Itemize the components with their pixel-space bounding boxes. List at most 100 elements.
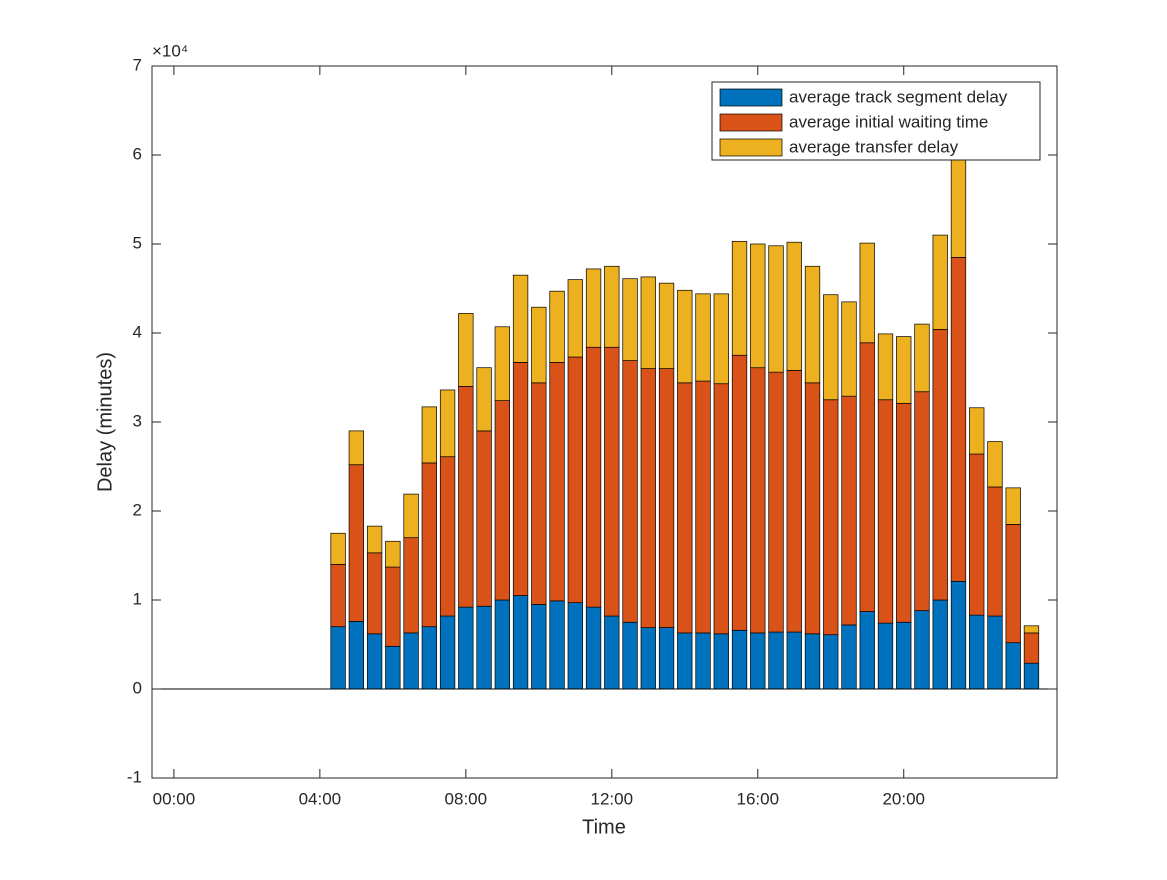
- bar-segment: [768, 245, 784, 373]
- bar-segment: [604, 346, 620, 617]
- bar-segment: [768, 631, 784, 690]
- bar-segment: [859, 611, 875, 690]
- bar-segment: [950, 580, 967, 690]
- bar-segment: [823, 634, 839, 690]
- bar-segment: [385, 645, 401, 690]
- bar-segment: [330, 564, 346, 628]
- x-tick-label: 12:00: [591, 789, 634, 808]
- bar-segment: [677, 289, 693, 384]
- bar-segment: [914, 323, 930, 393]
- bar-segment: [549, 290, 565, 363]
- bar-segment: [841, 624, 857, 690]
- bar-segment: [330, 626, 346, 690]
- y-tick-label: 5: [133, 233, 142, 252]
- y-tick-label: 1: [133, 589, 142, 608]
- bar-segment: [622, 360, 638, 623]
- bar-segment: [987, 441, 1003, 488]
- x-tick-label: 16:00: [736, 789, 779, 808]
- bar-segment: [549, 600, 565, 690]
- bar-segment: [859, 342, 875, 612]
- bar-segment: [348, 621, 365, 690]
- bar-segment: [750, 367, 766, 634]
- bar-segment: [640, 276, 656, 369]
- bar-segment: [1023, 625, 1040, 634]
- bar-segment: [585, 268, 602, 348]
- bar-segment: [403, 632, 419, 690]
- bar-segment: [494, 400, 510, 601]
- x-tick-label: 00:00: [153, 789, 196, 808]
- y-tick-label: 4: [133, 322, 142, 341]
- bar-segment: [987, 486, 1003, 617]
- bar-segment: [786, 370, 802, 633]
- bar-segment: [512, 274, 529, 363]
- bar-segment: [750, 243, 766, 369]
- bar-segment: [896, 336, 912, 404]
- bar-segment: [531, 604, 547, 690]
- bar-segment: [896, 621, 912, 690]
- bar-segment: [348, 430, 365, 466]
- bar-segment: [1023, 662, 1040, 690]
- bar-segment: [348, 464, 365, 622]
- bar-segment: [531, 382, 547, 605]
- bar-segment: [640, 368, 656, 628]
- bar-segment: [877, 622, 894, 690]
- bar-segment: [859, 242, 875, 344]
- bar-segment: [585, 606, 602, 690]
- bar-segment: [932, 599, 948, 690]
- x-axis-label: Time: [582, 816, 626, 838]
- bar-segment: [804, 633, 821, 690]
- bar-segment: [804, 382, 821, 635]
- bar-segment: [622, 278, 638, 361]
- bar-segment: [731, 240, 748, 356]
- bar-segment: [932, 234, 948, 330]
- bar-segment: [458, 386, 474, 608]
- y-axis-label: Delay (minutes): [94, 352, 116, 492]
- bar-segment: [549, 362, 565, 602]
- bar-segment: [713, 633, 729, 690]
- legend-label: average track segment delay: [789, 87, 1008, 106]
- bar-segment: [877, 333, 894, 401]
- bar-segment: [969, 614, 985, 690]
- bar-segment: [658, 627, 675, 690]
- bar-segment: [439, 615, 456, 690]
- y-tick-label: 6: [133, 144, 142, 163]
- bar-segment: [421, 462, 437, 628]
- bar-segment: [914, 391, 930, 612]
- bar-segment: [969, 407, 985, 455]
- bar-segment: [695, 380, 711, 634]
- bar-segment: [695, 293, 711, 382]
- bar-segment: [385, 566, 401, 647]
- bar-segment: [969, 453, 985, 616]
- legend-swatch: [719, 88, 783, 107]
- bar-segment: [896, 402, 912, 623]
- bar-segment: [1005, 523, 1021, 644]
- y-tick-label: 2: [133, 500, 142, 519]
- bar-segment: [567, 279, 583, 358]
- bar-segment: [677, 632, 693, 690]
- bar-segment: [439, 389, 456, 458]
- x-tick-label: 08:00: [445, 789, 488, 808]
- bar-segment: [786, 631, 802, 690]
- bar-segment: [512, 362, 529, 596]
- bar-segment: [950, 154, 967, 258]
- bar-segment: [713, 383, 729, 635]
- bar-segment: [366, 525, 383, 554]
- bar-segment: [494, 326, 510, 401]
- bar-segment: [677, 382, 693, 634]
- bar-segment: [585, 346, 602, 608]
- bar-segment: [458, 606, 474, 690]
- bar-segment: [823, 399, 839, 636]
- bar-segment: [640, 627, 656, 690]
- bar-segment: [932, 329, 948, 601]
- bar-segment: [841, 395, 857, 626]
- x-tick-label: 04:00: [299, 789, 342, 808]
- bar-segment: [403, 493, 419, 539]
- bar-segment: [567, 602, 583, 690]
- y-tick-label: 0: [133, 678, 142, 697]
- bar-segment: [512, 595, 529, 690]
- bar-segment: [804, 265, 821, 384]
- bar-segment: [786, 241, 802, 371]
- legend: average track segment delay average initi…: [711, 81, 1041, 161]
- bar-segment: [421, 406, 437, 464]
